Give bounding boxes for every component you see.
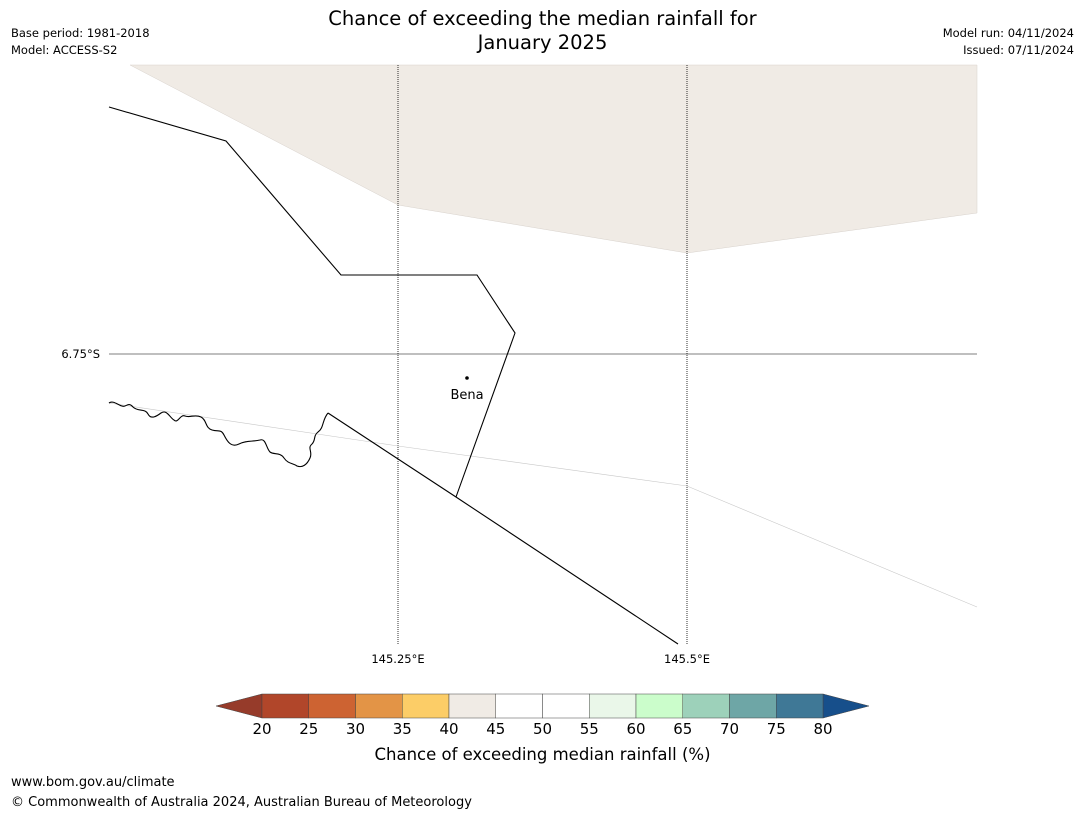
- colorbar-tick-80: 80: [813, 720, 833, 738]
- colorbar-bin-55-60: [589, 693, 637, 719]
- colorbar-bin-25-30: [308, 693, 356, 719]
- colorbar-bin-35-40: [402, 693, 450, 719]
- issued-date: Issued: 07/11/2024: [963, 43, 1074, 57]
- footer-url[interactable]: www.bom.gov.au/climate: [11, 775, 175, 790]
- colorbar-bin-50-55: [542, 693, 590, 719]
- colorbar-bin-20-25: [261, 693, 309, 719]
- meta-right: Model run: 04/11/2024 Issued: 07/11/2024: [943, 25, 1074, 59]
- colorbar-tick-55: 55: [579, 720, 599, 738]
- colorbar: [215, 693, 870, 719]
- colorbar-bin-70-75: [729, 693, 777, 719]
- colorbar-tick-75: 75: [766, 720, 786, 738]
- colorbar-tick-40: 40: [439, 720, 459, 738]
- lat-label: 6.75°S: [61, 347, 100, 361]
- colorbar-bin-60-65: [635, 693, 683, 719]
- colorbar-tick-45: 45: [486, 720, 506, 738]
- lon-label-2: 145.5°E: [664, 652, 710, 666]
- colorbar-over-arrow: [822, 693, 870, 719]
- colorbar-bin-30-35: [355, 693, 403, 719]
- forecast-region-fill: [129, 64, 978, 254]
- colorbar-bin-75-80: [776, 693, 824, 719]
- colorbar-under-arrow: [215, 693, 263, 719]
- footer-copyright: © Commonwealth of Australia 2024, Austra…: [11, 795, 472, 810]
- colorbar-tick-65: 65: [673, 720, 693, 738]
- province-boundary: [108, 106, 516, 498]
- river-line: [108, 401, 329, 468]
- colorbar-tick-25: 25: [299, 720, 319, 738]
- place-label-bena: Bena: [450, 388, 484, 403]
- place-marker-bena: [465, 376, 469, 380]
- colorbar-tick-30: 30: [345, 720, 366, 738]
- colorbar-bin-40-45: [448, 693, 496, 719]
- faint-boundary-line: [108, 402, 978, 608]
- model-name: Model: ACCESS-S2: [11, 43, 118, 57]
- title-line-2: January 2025: [477, 31, 608, 54]
- meta-left: Base period: 1981-2018 Model: ACCESS-S2: [11, 25, 150, 59]
- colorbar-bin-45-50: [495, 693, 543, 719]
- colorbar-tick-60: 60: [626, 720, 646, 738]
- colorbar-title: Chance of exceeding median rainfall (%): [374, 745, 711, 764]
- lon-label-1: 145.25°E: [371, 652, 425, 666]
- base-period: Base period: 1981-2018: [11, 26, 150, 40]
- colorbar-tick-70: 70: [719, 720, 740, 738]
- colorbar-tick-35: 35: [392, 720, 412, 738]
- colorbar-tick-50: 50: [532, 720, 553, 738]
- title-line-1: Chance of exceeding the median rainfall …: [328, 7, 757, 30]
- colorbar-bin-65-70: [682, 693, 730, 719]
- province-boundary-south: [327, 412, 679, 645]
- map-title: Chance of exceeding the median rainfall …: [0, 7, 1085, 55]
- colorbar-tick-20: 20: [252, 720, 272, 738]
- model-run: Model run: 04/11/2024: [942, 26, 1074, 40]
